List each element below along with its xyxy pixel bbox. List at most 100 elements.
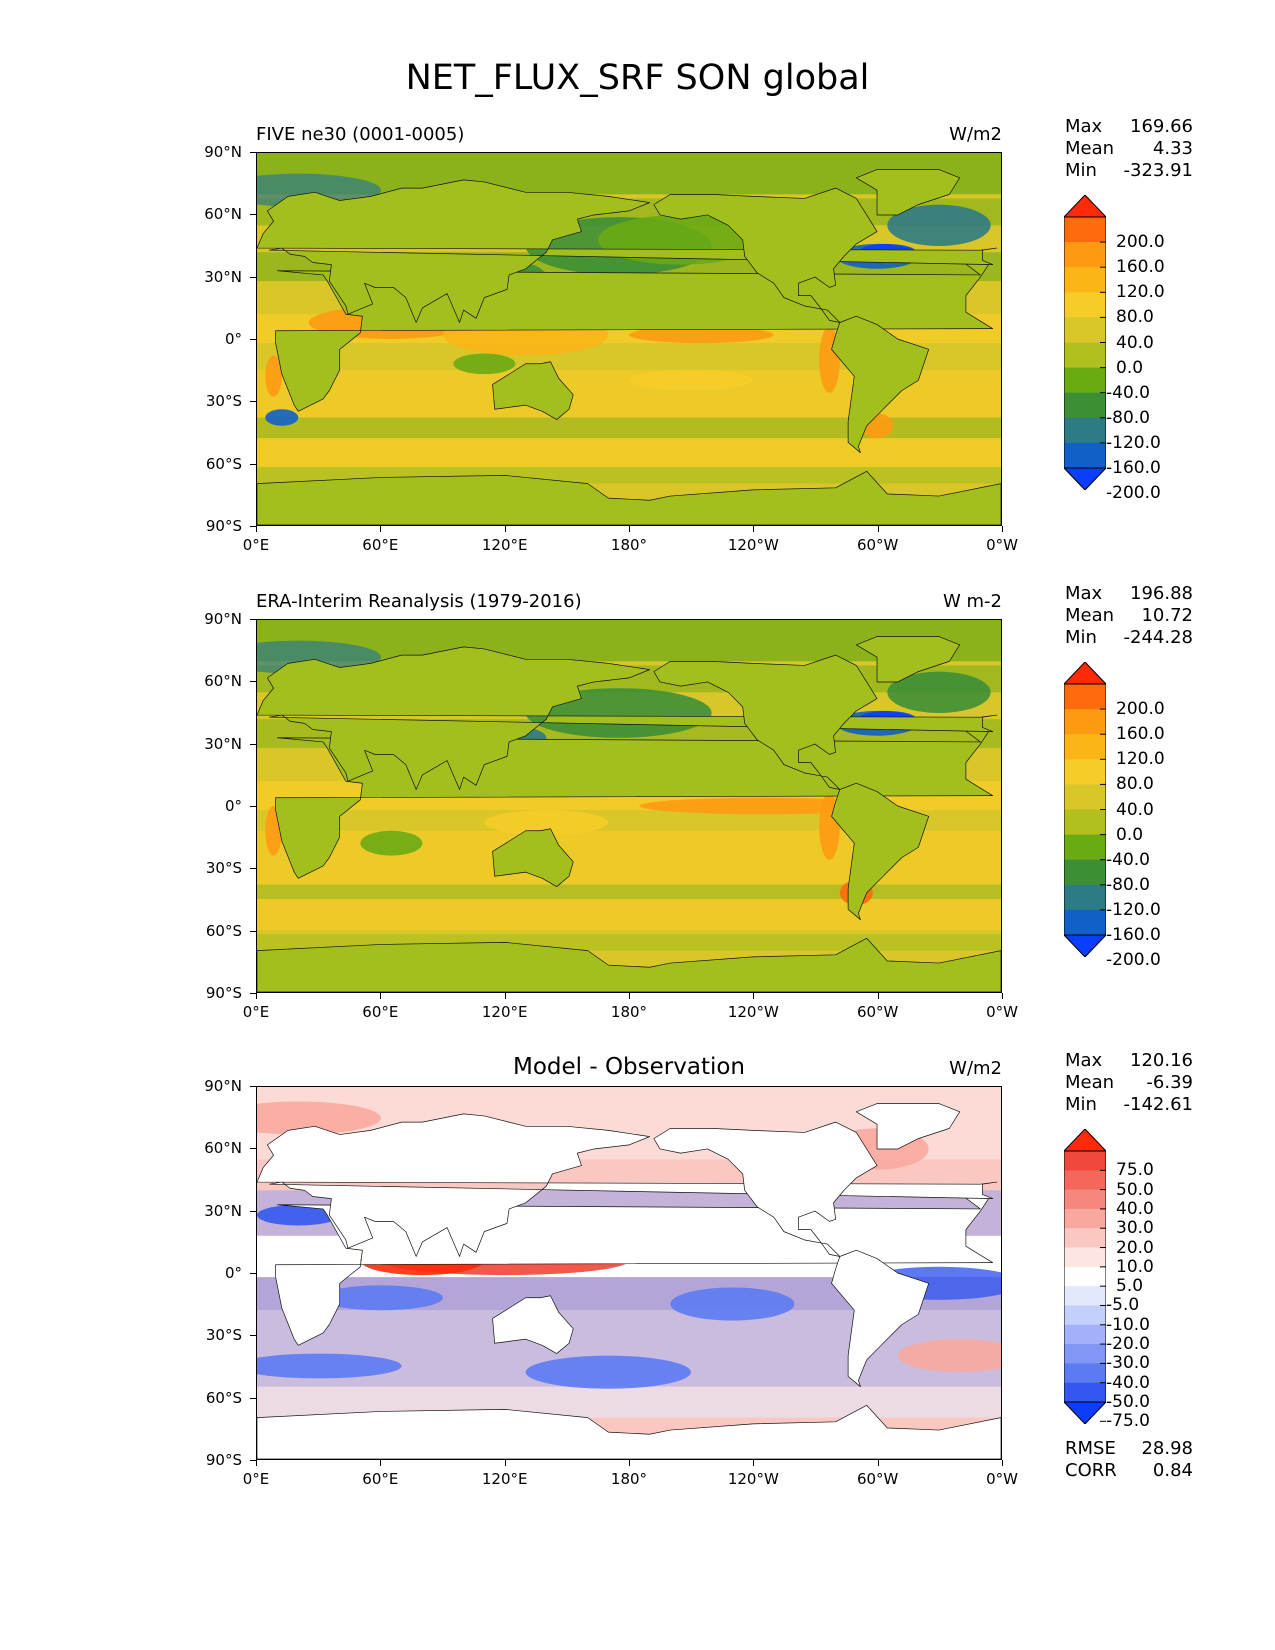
x-tick-label: 120°W	[727, 1003, 779, 1021]
colorbar-tick-label: -200.0	[1106, 483, 1161, 504]
stat-mean-value: 4.33	[1152, 138, 1193, 159]
colorbar	[1064, 662, 1106, 957]
x-tick-mark	[504, 993, 506, 999]
stat-min-value: -323.91	[1123, 160, 1193, 181]
map-svg	[257, 153, 1001, 525]
coastline-namerica	[653, 654, 878, 790]
y-tick-label: 60°S	[205, 921, 242, 940]
colorbar-tick-label: -80.0	[1106, 874, 1150, 895]
x-tick-mark	[877, 526, 879, 532]
colorbar-segment	[1064, 367, 1106, 394]
stat-mean-label: Mean	[1065, 138, 1115, 159]
coastline-australia	[492, 361, 574, 420]
coastline-eurasia	[257, 646, 998, 790]
x-tick-mark	[629, 993, 630, 999]
y-tick-label: 60°N	[204, 1139, 242, 1158]
colorbar-extend-max	[1064, 662, 1106, 685]
colorbar-segment	[1064, 1170, 1106, 1191]
colorbar-segment	[1064, 242, 1106, 268]
stats-block: Max 169.66 Mean 4.33 Min -323.91	[1065, 116, 1193, 182]
stat-mean-value: 10.72	[1141, 605, 1193, 626]
y-tick-mark	[250, 339, 256, 340]
y-tick-label: 30°S	[205, 859, 242, 878]
colorbar-segment	[1064, 417, 1106, 444]
colorbar-segment	[1064, 834, 1106, 861]
colorbar-tick-label: 200.0	[1116, 232, 1165, 253]
colorbar-tick-label: 120.0	[1116, 749, 1165, 770]
metric-corr: CORR 0.84	[1065, 1460, 1193, 1482]
x-tick-mark	[877, 1460, 879, 1466]
map-plot	[256, 619, 1002, 993]
units-label: W/m2	[949, 1058, 1002, 1079]
coastline-australia	[492, 1295, 574, 1354]
colorbar-tick-label: 160.0	[1116, 724, 1165, 745]
y-tick-label: 60°N	[204, 672, 242, 691]
colorbar-segment	[1064, 1382, 1106, 1403]
y-tick-mark	[250, 930, 256, 932]
x-tick-label: 120°W	[727, 536, 779, 554]
colorbar-tick-label: 40.0	[1116, 1198, 1154, 1219]
colorbar-tick-label: 5.0	[1116, 1276, 1144, 1297]
colorbar-tick-label: -20.0	[1106, 1334, 1150, 1355]
colorbar-segment	[1064, 1151, 1106, 1171]
colorbar-tick-label: 40.0	[1116, 332, 1154, 353]
x-tick-mark	[753, 993, 755, 999]
stats-block: Max 196.88 Mean 10.72 Min -244.28	[1065, 583, 1193, 649]
stat-max: Max 196.88	[1065, 583, 1193, 605]
colorbar-tick-label: 200.0	[1116, 699, 1165, 720]
y-tick-mark	[250, 619, 256, 620]
coastline-antarctica	[257, 937, 1001, 992]
colorbar-segment	[1064, 1266, 1106, 1287]
y-tick-mark	[250, 1148, 256, 1150]
y-tick-label: 0°	[224, 1264, 242, 1282]
y-tick-label: 0°	[224, 797, 242, 815]
colorbar-extend-min	[1064, 934, 1106, 957]
coastline-eurasia	[257, 1113, 998, 1257]
colorbar-segment	[1064, 1208, 1106, 1229]
x-tick-label: 60°W	[856, 536, 899, 554]
colorbar-tick-label: -120.0	[1106, 899, 1161, 920]
map-plot	[256, 1086, 1002, 1460]
colorbar-segment	[1064, 809, 1106, 836]
x-tick-label: 120°W	[727, 1470, 779, 1488]
y-tick-label: 60°N	[204, 205, 242, 224]
x-tick-label: 0°W	[986, 536, 1018, 554]
y-tick-label: 90°S	[205, 984, 242, 1002]
colorbar-tick-label: -30.0	[1106, 1353, 1150, 1374]
units-label: W/m2	[949, 124, 1002, 145]
y-tick-label: 60°S	[205, 454, 242, 473]
colorbar-segment	[1064, 1286, 1106, 1306]
coastline-antarctica	[257, 1404, 1001, 1459]
colorbar-segment	[1064, 909, 1106, 936]
colorbar-tick-label: -40.0	[1106, 382, 1150, 403]
x-tick-mark	[629, 526, 630, 532]
stat-min-label: Min	[1065, 1094, 1097, 1115]
colorbar-tick-label: 80.0	[1116, 307, 1154, 328]
stat-max-value: 169.66	[1130, 116, 1193, 137]
x-tick-mark	[753, 1460, 755, 1466]
colorbar-segment	[1064, 1344, 1106, 1364]
colorbar-tick-label: -40.0	[1106, 1372, 1150, 1393]
metric-corr-label: CORR	[1065, 1460, 1117, 1481]
colorbar-segment	[1064, 884, 1106, 911]
y-tick-mark	[250, 276, 256, 278]
x-tick-label: 0°W	[986, 1003, 1018, 1021]
y-tick-mark	[250, 1335, 256, 1337]
y-tick-mark	[250, 152, 256, 153]
colorbar-segment	[1064, 217, 1106, 243]
coastline-greenland	[855, 169, 961, 216]
colorbar-segment	[1064, 1363, 1106, 1384]
coastline-greenland	[855, 636, 961, 683]
colorbar-tick-label: -160.0	[1106, 925, 1161, 945]
coastline-australia	[492, 828, 574, 887]
stat-max-label: Max	[1065, 583, 1103, 604]
coastline-namerica	[653, 1121, 878, 1257]
units-label: W m-2	[942, 591, 1002, 612]
colorbar-tick-label: 40.0	[1116, 799, 1154, 820]
metric-rmse: RMSE 28.98	[1065, 1438, 1193, 1460]
stat-min-label: Min	[1065, 160, 1097, 181]
colorbar-segment	[1064, 859, 1106, 886]
x-tick-mark	[629, 1460, 630, 1466]
coastline-namerica	[653, 187, 878, 323]
colorbar-tick-label: 75.0	[1116, 1160, 1154, 1181]
